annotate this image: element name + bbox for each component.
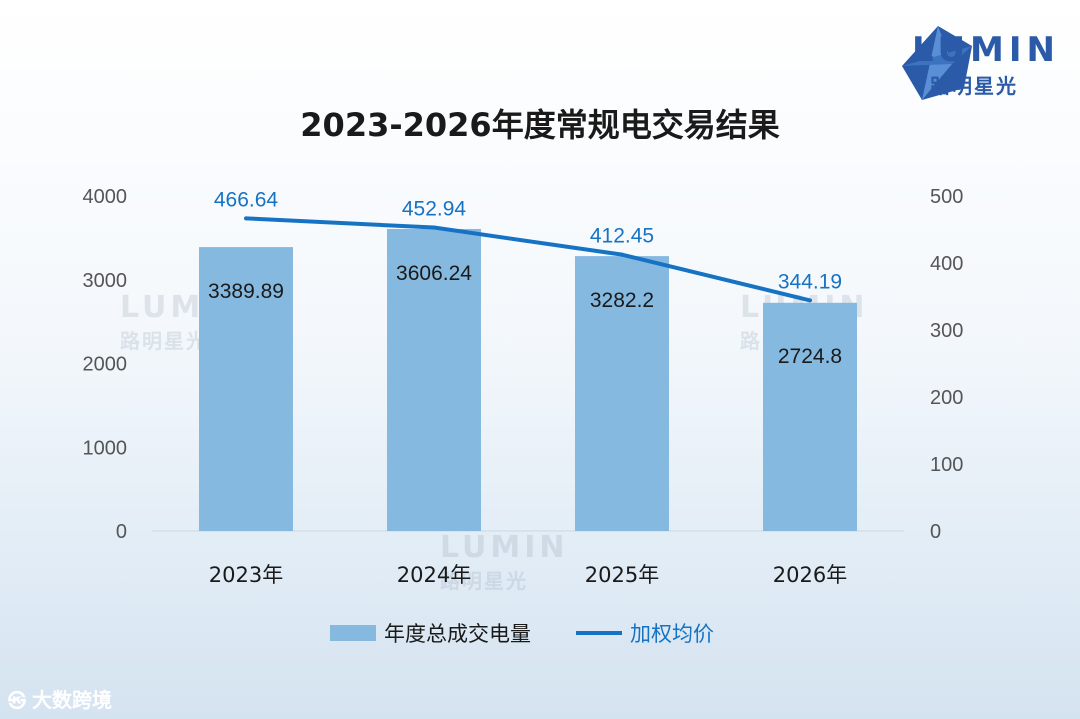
bar [575,256,669,531]
watermark: LUMIN 路明星光 [440,530,569,593]
y-right-tick-label: 300 [930,320,963,342]
y-right-tick-label: 100 [930,454,963,476]
line-point [808,298,812,303]
x-tick-label: 2024年 [397,563,471,587]
x-tick-label: 2023年 [209,563,283,587]
chart-title: 2023-2026年度常规电交易结果 [300,106,780,144]
line-point [620,252,624,257]
line-point [432,225,436,230]
line-point [244,216,248,221]
legend-bar-swatch [330,625,376,641]
y-right-tick-label: 200 [930,387,963,409]
brand-sub: 路明星光 [930,74,1018,98]
bar [387,228,481,531]
y-left-tick-label: 1000 [83,437,128,459]
bar-data-label: 3282.2 [590,289,654,312]
y-right-tick-label: 0 [930,521,941,543]
source-mark: ㉿大数跨境 [8,684,112,713]
x-tick-label: 2026年 [773,563,847,587]
line-data-label: 452.94 [402,198,467,221]
lumin-logo-icon [902,26,972,100]
source-text: 大数跨境 [32,688,112,712]
bar-data-label: 3389.89 [208,280,284,303]
y-left-tick-label: 4000 [83,186,128,208]
line-data-label: 412.45 [590,225,654,248]
bar [763,302,857,531]
bar-data-label: 2724.8 [778,345,842,368]
y-left-tick-label: 2000 [83,354,128,376]
bar-data-label: 3606.24 [396,262,472,285]
y-left-tick-label: 0 [116,521,127,543]
brand-name: LUMIN [912,30,1061,70]
y-left-tick-label: 3000 [83,270,128,292]
legend-bar-label: 年度总成交电量 [384,622,531,646]
bar [199,247,293,531]
legend-line-label: 加权均价 [630,622,714,646]
y-right-tick-label: 400 [930,253,963,275]
logo-icon: ㉿ [8,691,26,712]
price-line [245,216,811,303]
y-right-tick-label: 500 [930,186,963,208]
line-data-label: 344.19 [778,270,842,293]
x-tick-label: 2025年 [585,563,659,587]
line-data-label: 466.64 [214,188,279,211]
